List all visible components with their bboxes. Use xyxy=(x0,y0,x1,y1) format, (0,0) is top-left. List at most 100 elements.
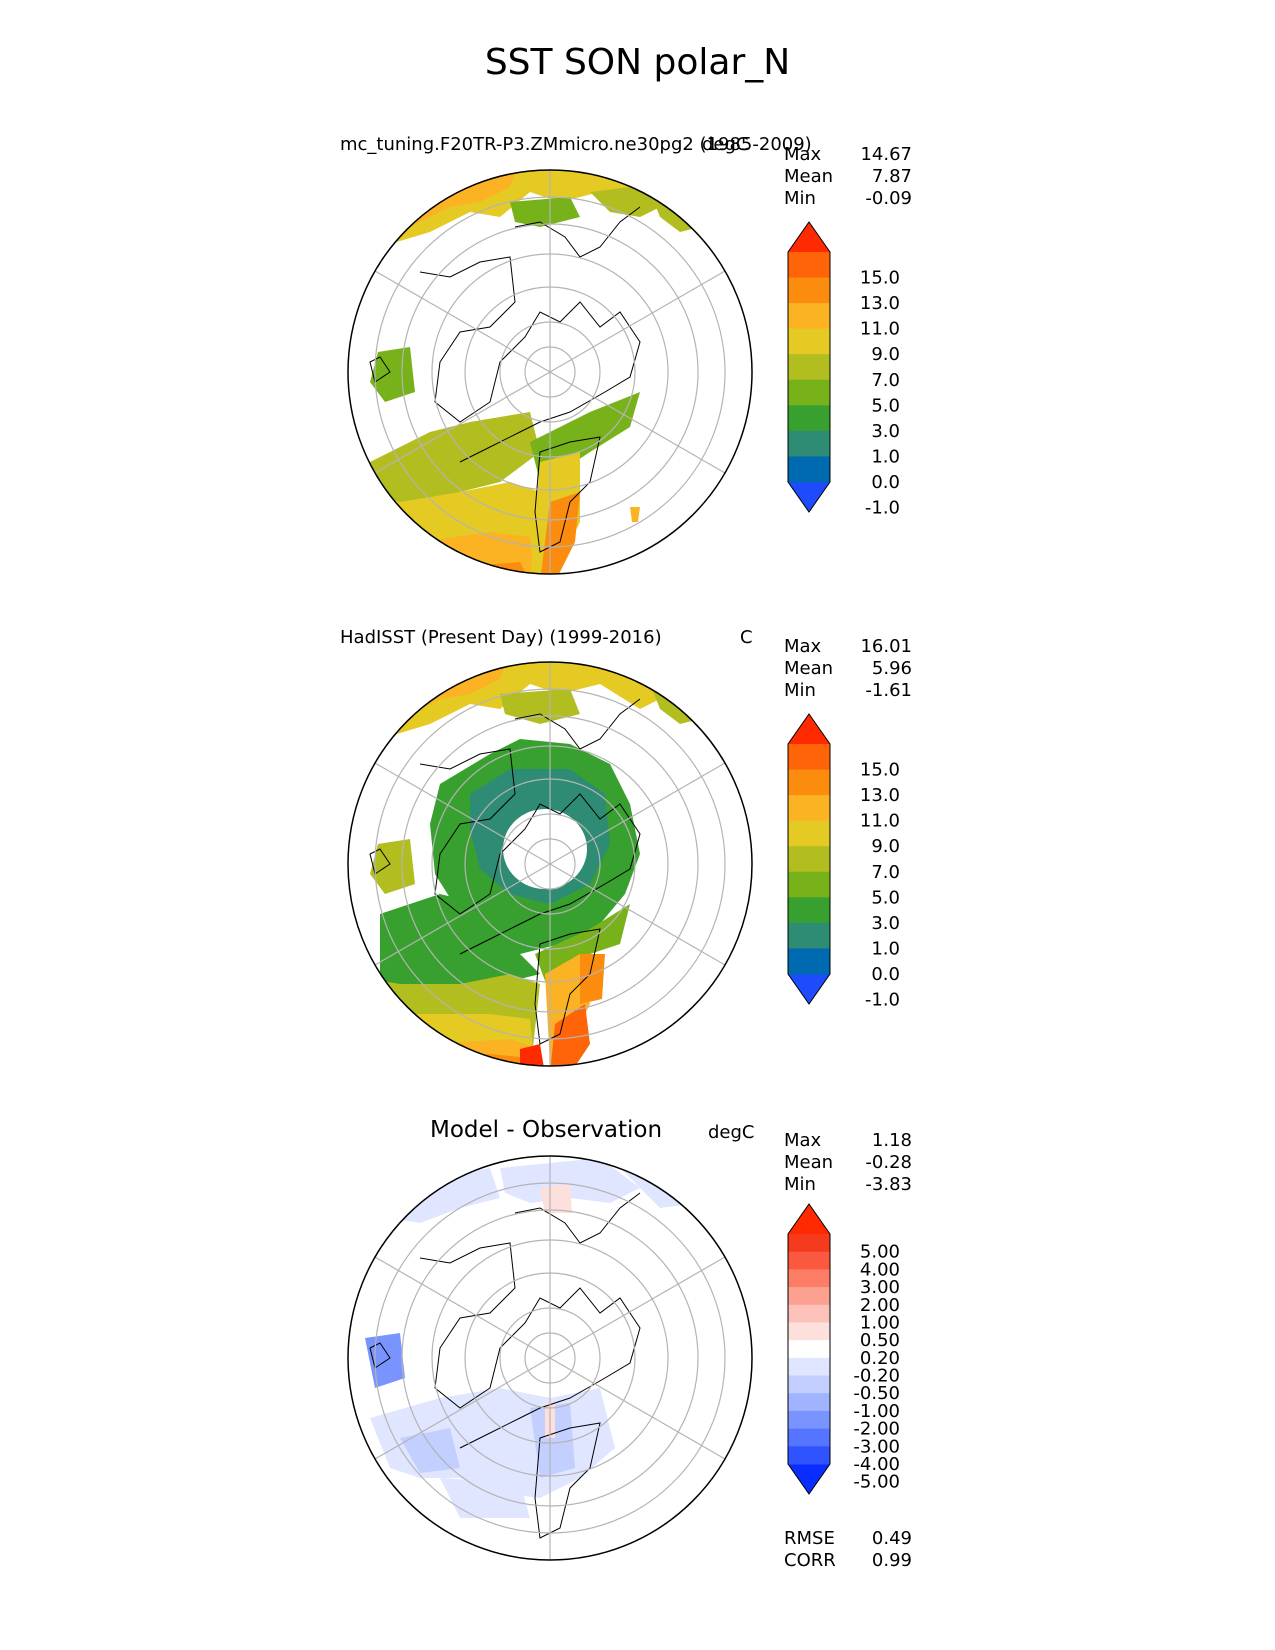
colorbar-tick-label: -4.00 xyxy=(853,1454,900,1475)
colorbar-swatch xyxy=(788,379,830,406)
panel-3-polar-map xyxy=(347,1155,753,1561)
stat-value: 14.67 xyxy=(860,144,912,165)
colorbar-tick-label: 5.00 xyxy=(860,1242,900,1263)
panel-1-stats: Max 14.67 Mean 7.87 Min -0.09 xyxy=(784,144,912,210)
colorbar-swatch xyxy=(788,430,830,457)
coastlines xyxy=(369,206,641,553)
colorbar-tick-label: 1.00 xyxy=(860,1312,900,1333)
metric-label: RMSE xyxy=(784,1528,835,1549)
panel-2-units: C xyxy=(740,627,753,648)
colorbar-tick-label: 0.0 xyxy=(871,472,900,493)
panel-3-title: Model - Observation xyxy=(430,1117,663,1143)
graticule xyxy=(374,170,726,574)
colorbar-swatch xyxy=(788,1357,830,1377)
colorbar-tick-label: 1.0 xyxy=(871,446,900,467)
colorbar-tick-label: -0.20 xyxy=(853,1366,900,1387)
colorbar-swatch xyxy=(788,252,830,279)
stat-value: -1.61 xyxy=(865,680,912,701)
colorbar-swatch xyxy=(788,744,830,771)
colorbar-swatch xyxy=(788,769,830,796)
colorbar-tick-label: 3.0 xyxy=(871,421,900,442)
colorbar-swatch xyxy=(788,897,830,924)
stat-value: -3.83 xyxy=(865,1174,912,1195)
colorbar-tick-label: 13.0 xyxy=(860,785,900,806)
stat-label: Mean xyxy=(784,1152,834,1173)
colorbar-swatch xyxy=(788,354,830,381)
colorbar-tick-label: 9.0 xyxy=(871,344,900,365)
colorbar-tick-label: -0.50 xyxy=(853,1383,900,1404)
map-boundary xyxy=(347,1155,753,1561)
coastlines xyxy=(369,698,641,1045)
graticule xyxy=(374,1156,726,1560)
metric-value: 0.49 xyxy=(871,1528,912,1549)
stat-label: Min xyxy=(784,1174,816,1195)
colorbar-tick-label: 0.20 xyxy=(860,1348,900,1369)
stat-value: 16.01 xyxy=(860,636,912,657)
colorbar-tick-label: 0.0 xyxy=(871,964,900,985)
colorbar-tick-label: -1.0 xyxy=(865,990,900,1011)
colorbar-tick-label: 15.0 xyxy=(860,268,900,289)
colorbar-swatch xyxy=(788,1428,830,1447)
colorbar-tick-label: 4.00 xyxy=(860,1259,900,1280)
stat-value: 1.18 xyxy=(871,1130,912,1151)
colorbar-swatch xyxy=(788,1340,830,1359)
colorbar-tick-label: 13.0 xyxy=(860,293,900,314)
stat-label: Max xyxy=(784,1130,822,1151)
colorbar-swatch xyxy=(788,1234,830,1253)
metric-label: CORR xyxy=(784,1550,836,1571)
colorbar-tick-label: 0.50 xyxy=(860,1330,900,1351)
colorbar-tick-label: -1.00 xyxy=(853,1401,900,1422)
stat-value: -0.28 xyxy=(865,1152,912,1173)
colorbar-swatch xyxy=(788,1304,830,1323)
colorbar-extend-bottom xyxy=(788,1464,830,1494)
colorbar-tick-label: 7.0 xyxy=(871,862,900,883)
colorbar-extend-top xyxy=(788,1204,830,1234)
colorbar-tick-label: 5.0 xyxy=(871,395,900,416)
colorbar-swatch xyxy=(788,1393,830,1412)
colorbar-tick-label: 5.0 xyxy=(871,887,900,908)
colorbar-swatch xyxy=(788,1269,830,1288)
colorbar-extend-bottom xyxy=(788,974,830,1004)
panel-1-units: degC xyxy=(702,134,749,155)
panel-1-title: mc_tuning.F20TR-P3.ZMmicro.ne30pg2 (1985… xyxy=(340,134,812,155)
colorbar-swatch xyxy=(788,1446,830,1465)
panel-3-colorbar: 5.004.003.002.001.000.500.20-0.20-0.50-1… xyxy=(787,1203,900,1495)
graticule xyxy=(374,662,726,1066)
colorbar-swatch xyxy=(788,922,830,949)
colorbar-tick-label: 2.00 xyxy=(860,1295,900,1316)
colorbar-tick-label: 11.0 xyxy=(860,811,900,832)
colorbar-swatch xyxy=(788,795,830,822)
colorbar-swatch xyxy=(788,1287,830,1306)
colorbar-swatch xyxy=(788,405,830,432)
stat-value: -0.09 xyxy=(865,188,912,209)
panel-3-units: degC xyxy=(708,1122,755,1143)
panel-3-stats: Max 1.18 Mean -0.28 Min -3.83 xyxy=(784,1130,912,1196)
stat-label: Max xyxy=(784,144,822,165)
colorbar-swatch xyxy=(788,456,830,483)
colorbar-tick-label: -1.0 xyxy=(865,498,900,519)
colorbar-swatch xyxy=(788,846,830,873)
colorbar-tick-label: 7.0 xyxy=(871,370,900,391)
metric-value: 0.99 xyxy=(871,1550,912,1571)
colorbar-swatch xyxy=(788,948,830,975)
panel-3-metrics: RMSE 0.49 CORR 0.99 xyxy=(784,1528,912,1572)
colorbar-extend-top xyxy=(788,714,830,744)
colorbar-tick-label: 3.00 xyxy=(860,1277,900,1298)
figure-title: SST SON polar_N xyxy=(484,42,791,83)
stat-label: Min xyxy=(784,680,816,701)
map-boundary xyxy=(347,169,753,575)
panel-2-title: HadISST (Present Day) (1999-2016) xyxy=(340,627,662,648)
stat-label: Min xyxy=(784,188,816,209)
colorbar-swatch xyxy=(788,1375,830,1394)
panel-1-colorbar: 15.0 13.0 11.0 9.0 7.0 5.0 3.0 1.0 0.0 -1.0 xyxy=(787,221,900,519)
panel-2-stats: Max 16.01 Mean 5.96 Min -1.61 xyxy=(784,636,912,702)
colorbar-tick-label: 15.0 xyxy=(860,760,900,781)
colorbar-swatch xyxy=(788,303,830,330)
colorbar-outline xyxy=(787,221,831,513)
colorbar-tick-label: -2.00 xyxy=(853,1419,900,1440)
coastlines xyxy=(369,1192,641,1539)
panel-2-polar-map xyxy=(347,661,753,1067)
stat-label: Mean xyxy=(784,658,834,679)
colorbar-swatch xyxy=(788,1251,830,1270)
colorbar-tick-label: -3.00 xyxy=(853,1436,900,1457)
